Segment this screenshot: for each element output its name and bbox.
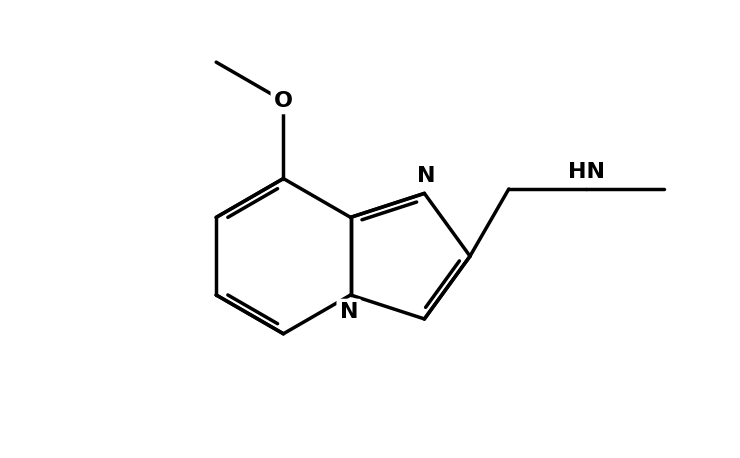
Text: N: N bbox=[417, 166, 435, 186]
Text: N: N bbox=[340, 302, 358, 322]
Text: O: O bbox=[274, 91, 293, 111]
Text: HN: HN bbox=[568, 162, 605, 182]
